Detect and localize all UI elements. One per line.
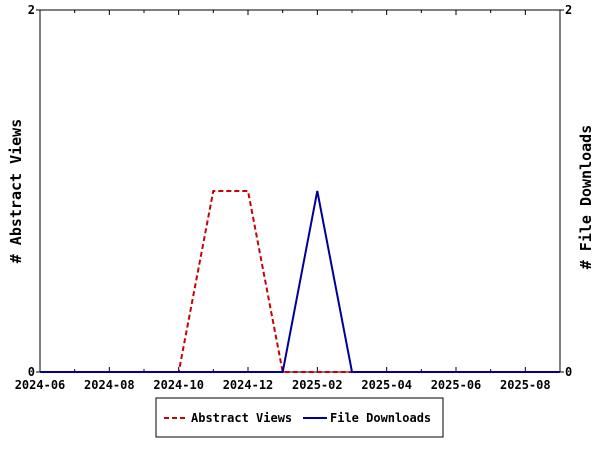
x-tick-label: 2024-10 xyxy=(153,378,204,392)
x-tick-label: 2025-04 xyxy=(361,378,412,392)
x-tick-label: 2024-12 xyxy=(223,378,274,392)
x-tick-label: 2024-06 xyxy=(15,378,66,392)
x-tick-label: 2025-06 xyxy=(431,378,482,392)
x-tick-label: 2024-08 xyxy=(84,378,135,392)
legend-label-abstract-views: Abstract Views xyxy=(191,411,292,425)
x-tick-label: 2025-02 xyxy=(292,378,343,392)
x-tick-label: 2025-08 xyxy=(500,378,551,392)
plot-area xyxy=(39,9,561,373)
y-right-tick-label: 2 xyxy=(565,3,572,17)
y-left-tick-label: 0 xyxy=(28,365,35,379)
legend-box xyxy=(155,397,444,438)
y-axis-right-title: # File Downloads xyxy=(577,125,595,270)
x-axis-tick-labels: 2024-06 2024-08 2024-10 2024-12 2025-02 2025-… xyxy=(15,378,551,392)
y-axis-ticks: 0 2 0 2 xyxy=(28,3,572,379)
legend-label-file-downloads: File Downloads xyxy=(330,411,431,425)
legend: Abstract Views File Downloads xyxy=(155,397,444,438)
x-axis-ticks xyxy=(39,10,561,372)
y-axis-left-title: # Abstract Views xyxy=(7,119,25,264)
series-layer xyxy=(40,190,560,373)
y-left-tick-label: 2 xyxy=(28,3,35,17)
y-right-tick-label: 0 xyxy=(565,365,572,379)
series-line-file-downloads xyxy=(40,190,560,373)
